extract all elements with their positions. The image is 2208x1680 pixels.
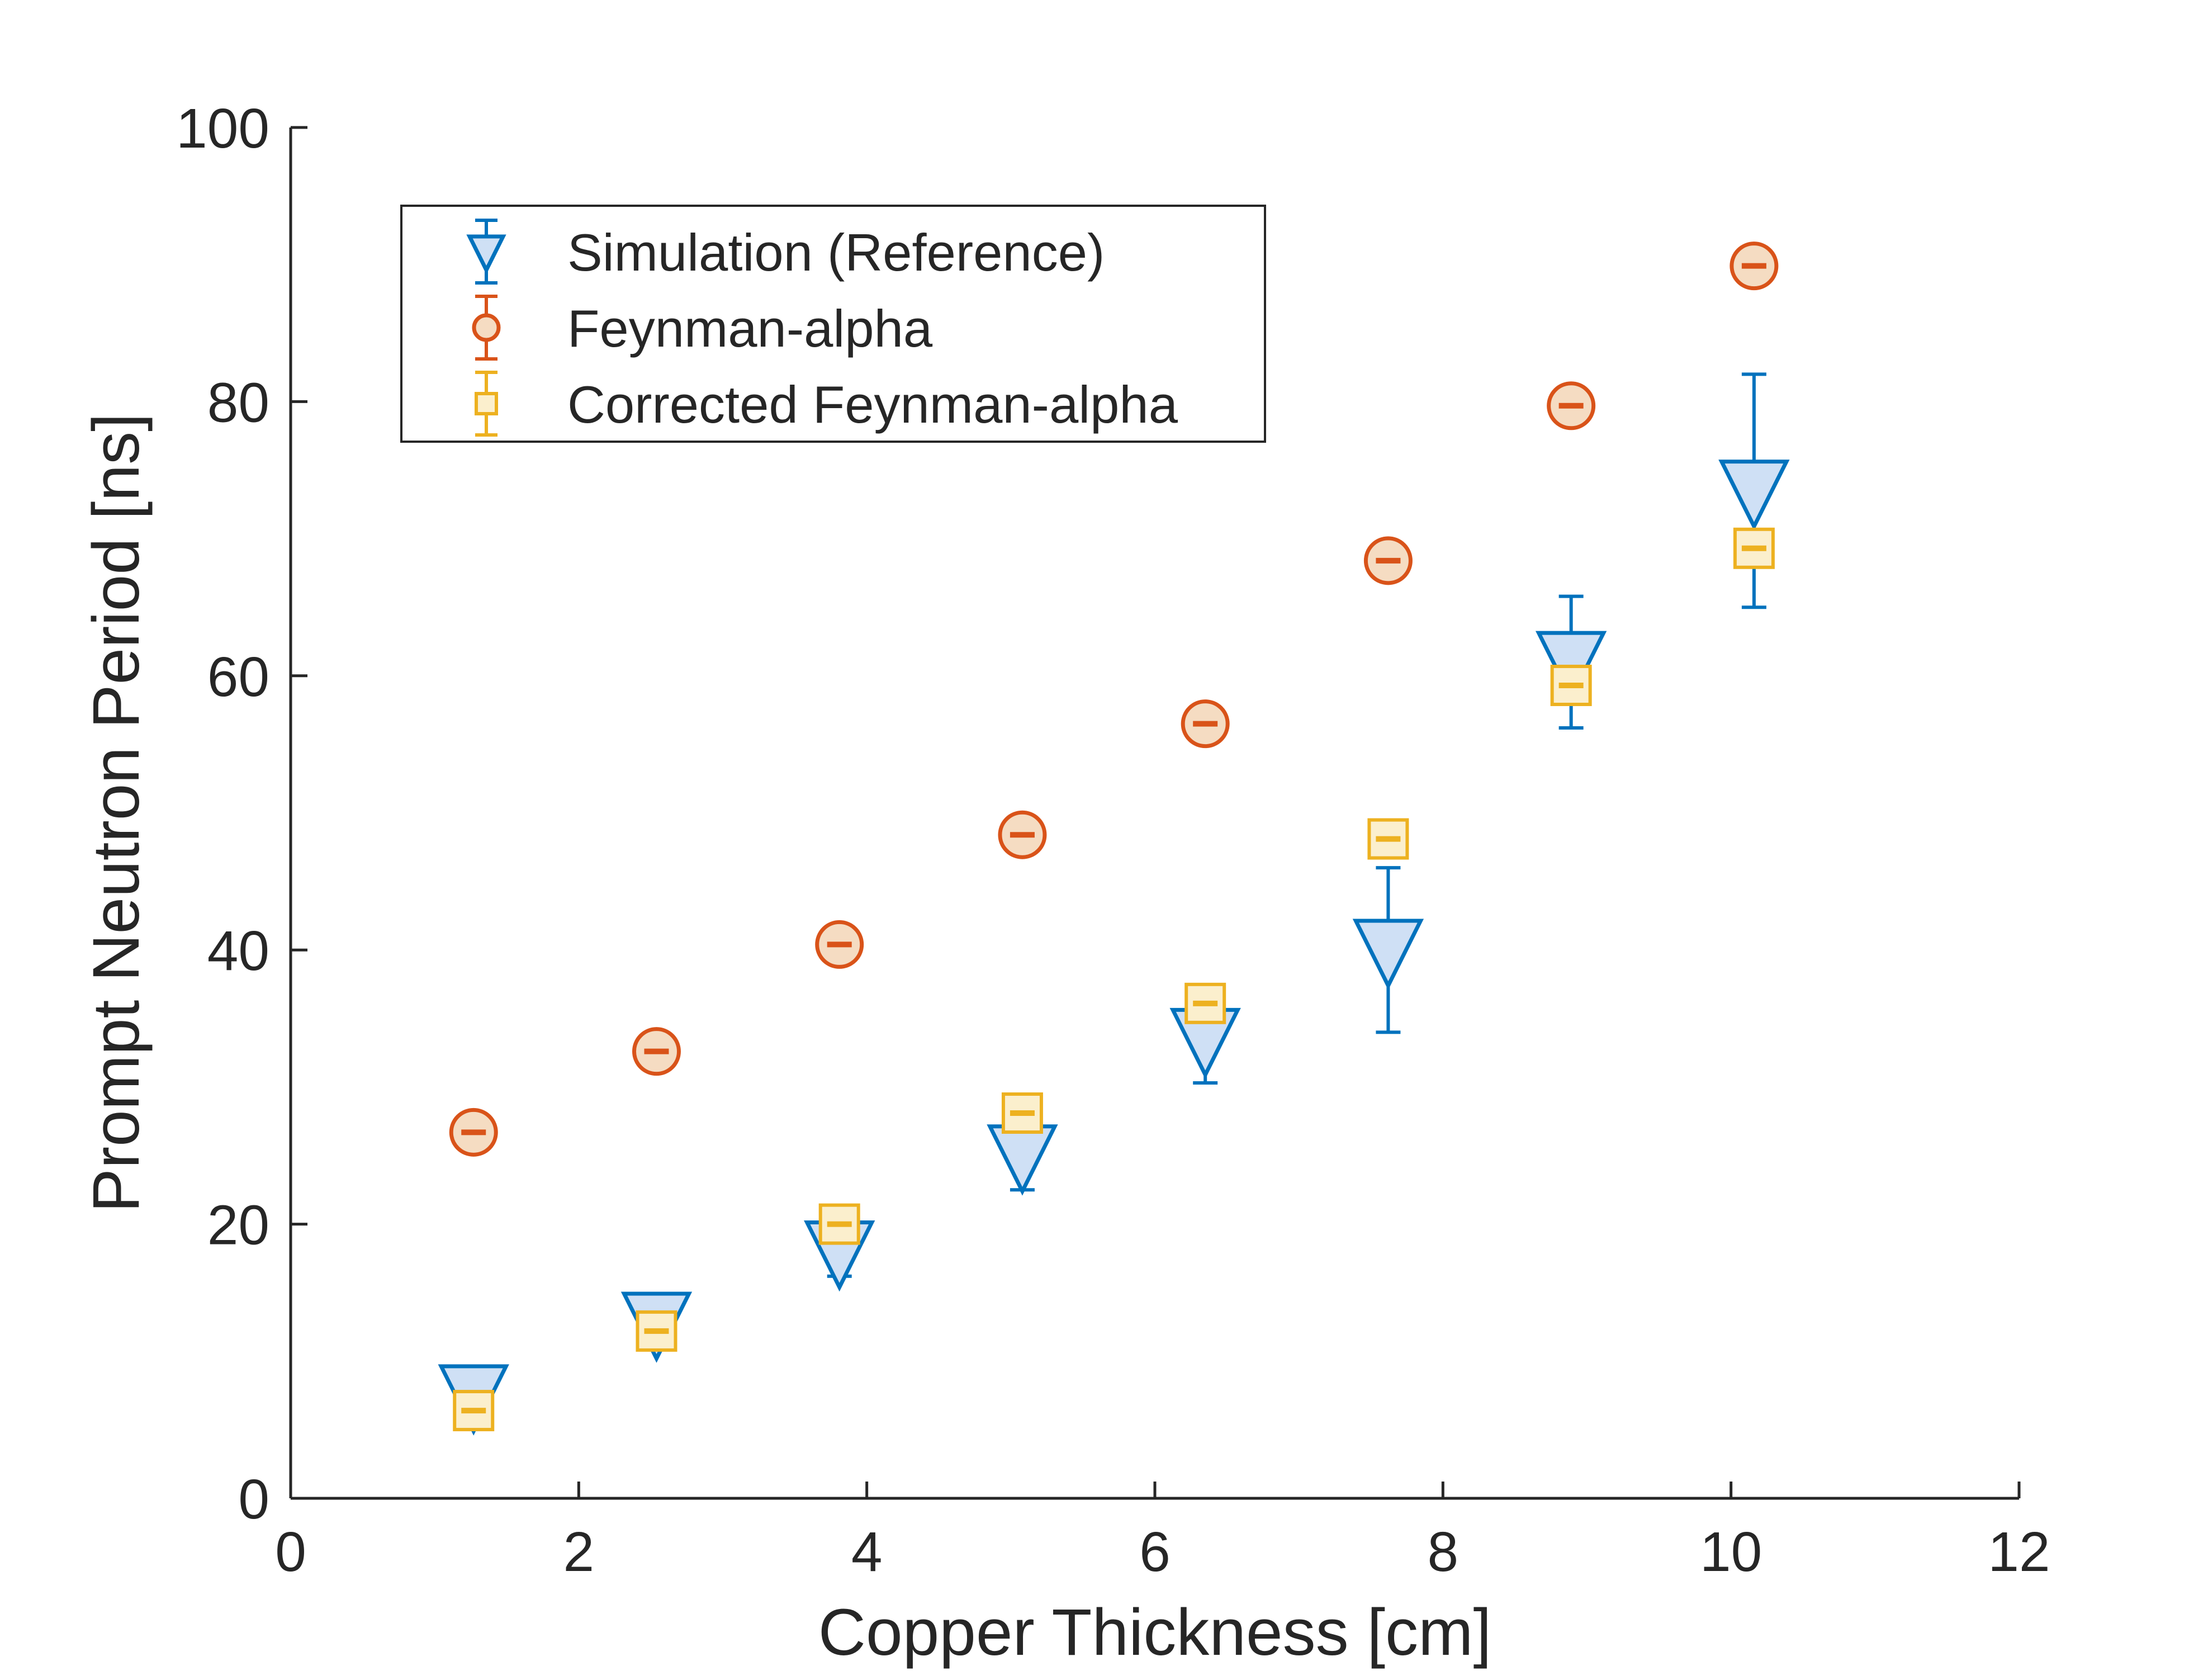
legend: Simulation (Reference) Feynman-alpha Corre…	[400, 205, 1266, 443]
legend-marker	[472, 313, 501, 342]
data-point	[1352, 919, 1424, 990]
data-point	[1718, 460, 1790, 531]
y-tick-label: 0	[238, 1468, 269, 1531]
x-axis-title: Copper Thickness [cm]	[818, 1596, 1492, 1669]
x-tick-label: 8	[1428, 1521, 1459, 1583]
legend-marker	[466, 234, 506, 275]
y-tick-label: 100	[176, 97, 269, 160]
x-tick-label: 10	[1700, 1521, 1762, 1583]
legend-label: Feynman-alpha	[567, 299, 933, 358]
y-tick-label: 40	[207, 920, 269, 982]
data-point	[1184, 982, 1226, 1024]
data-point	[1550, 664, 1592, 706]
y-axis-title: Prompt Neutron Period [ns]	[79, 413, 153, 1213]
x-tick-label: 6	[1139, 1521, 1171, 1583]
axes: 0 2 4 6 8 10 12 0 20 40 60 80 100 Copper Thickness [c…	[79, 97, 2050, 1669]
legend-entry: Corrected Feynman-alpha	[475, 371, 1178, 437]
data-marks	[438, 242, 1790, 1436]
x-tick-label: 2	[563, 1521, 595, 1583]
legend-box	[400, 205, 1266, 443]
series-0	[438, 372, 1790, 1436]
y-tick-label: 60	[207, 646, 269, 708]
legend-entry: Feynman-alpha	[472, 295, 933, 361]
legend-entry: Simulation (Reference)	[466, 219, 1105, 285]
series-1	[449, 242, 1779, 1157]
data-point	[987, 1124, 1058, 1196]
x-tick-label: 4	[851, 1521, 883, 1583]
x-tick-label: 12	[1988, 1521, 2050, 1583]
legend-label: Simulation (Reference)	[567, 223, 1105, 282]
legend-label: Corrected Feynman-alpha	[567, 375, 1178, 434]
legend-marker	[475, 392, 498, 415]
series-2	[453, 527, 1775, 1432]
x-tick-label: 0	[275, 1521, 306, 1583]
y-tick-label: 20	[207, 1194, 269, 1257]
y-tick-label: 80	[207, 371, 269, 434]
